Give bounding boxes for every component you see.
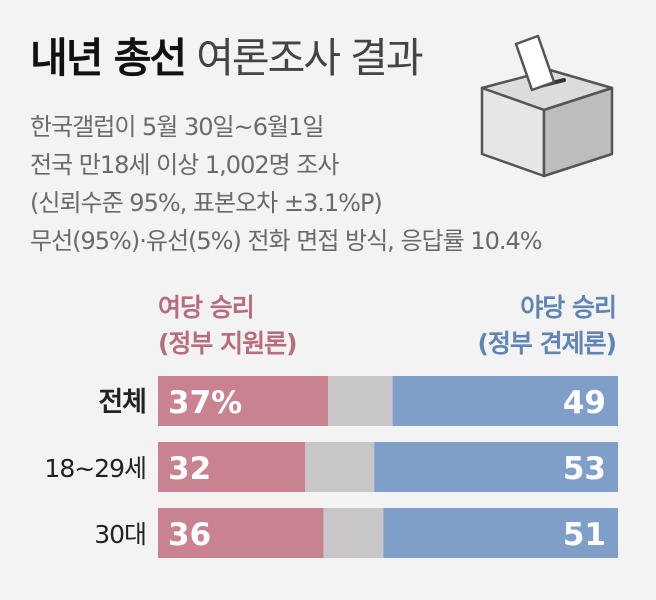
survey-info-line: 전국 만18세 이상 1,002명 조사 [30,151,339,179]
survey-info: 한국갤럽이 5월 30일~6월1일 전국 만18세 이상 1,002명 조사 (… [30,108,543,260]
legend-opposition: 야당 승리 (정부 견제론) [477,290,617,362]
legend-ruling: 여당 승리 (정부 지원론) [158,290,298,362]
data-label-ruling: 37% [168,385,242,421]
data-label-opposition: 53 [563,451,606,487]
category-label: 30대 [94,520,146,549]
title-sub: 여론조사 결과 [196,34,423,82]
bar-ruling [158,376,329,426]
category-label: 18~29세 [44,454,146,483]
legend-opposition-sublabel: (정부 견제론) [477,329,617,358]
ballot-box-icon [480,34,614,178]
category-label: 전체 [98,387,146,418]
survey-info-line: 한국갤럽이 5월 30일~6월1일 [30,113,324,141]
bar-opposition [392,376,618,426]
data-label-ruling: 32 [168,451,211,487]
bar-other [328,376,393,426]
bar-ruling [158,442,306,492]
bar-other [323,508,384,558]
data-label-opposition: 49 [563,385,606,421]
bar-other [305,442,375,492]
legend-opposition-label: 야당 승리 [520,293,617,322]
bar-opposition [374,442,618,492]
survey-info-line: (신뢰수준 95%, 표본오차 ±3.1%P) [30,189,383,217]
survey-info-line: 무선(95%)·유선(5%) 전화 면접 방식, 응답률 10.4% [30,227,543,255]
bar-opposition [383,508,618,558]
legend-ruling-label: 여당 승리 [158,293,255,322]
bar-ruling [158,508,324,558]
data-label-ruling: 36 [168,517,211,553]
legend-ruling-sublabel: (정부 지원론) [158,329,298,358]
data-label-opposition: 51 [563,517,606,553]
title-main: 내년 총선 [30,34,187,82]
page-title: 내년 총선 여론조사 결과 [30,24,424,84]
